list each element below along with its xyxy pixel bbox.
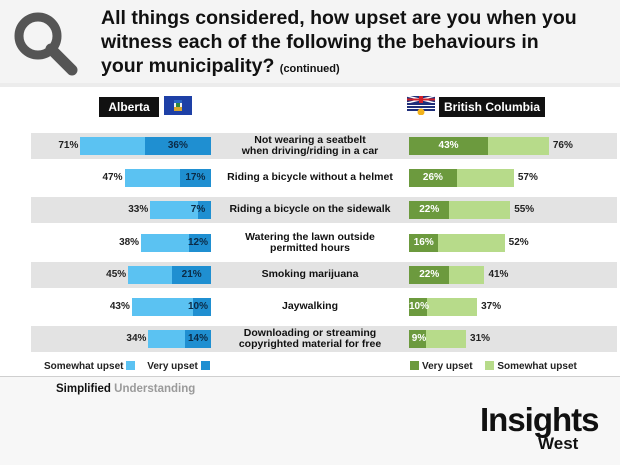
row-band	[31, 197, 617, 223]
title-continued: (continued)	[279, 63, 340, 75]
ab-very-bar	[185, 330, 211, 348]
ab-very-value: 21%	[181, 269, 202, 280]
row-label-line: Not wearing a seatbelt	[254, 134, 366, 146]
bc-very-bar	[409, 266, 450, 284]
legend-bc-somewhat-label: Somewhat upset	[497, 361, 577, 372]
title-line-3-text: your municipality?	[101, 55, 275, 77]
legend-ab-very-label: Very upset	[147, 361, 198, 372]
legend-bc-somewhat-swatch	[485, 361, 495, 370]
ab-total-value: 33%	[128, 204, 149, 215]
row-label-line: copyrighted material for free	[238, 338, 382, 350]
row-label-line: Downloading or streaming	[243, 327, 377, 339]
brand-main: Insights	[480, 401, 600, 438]
legend-bc-very-swatch	[410, 361, 419, 370]
row-label-line: Jaywalking	[281, 300, 339, 312]
ab-total-value: 34%	[126, 333, 147, 344]
ab-very-value: 17%	[185, 172, 206, 183]
bc-total-value: 31%	[470, 333, 491, 344]
tagline: Simplified Understanding	[56, 383, 195, 395]
bc-very-bar	[409, 234, 439, 252]
bc-very-bar	[409, 330, 426, 348]
row-label-line: permitted hours	[270, 242, 350, 254]
ab-total-value: 38%	[119, 237, 140, 248]
ab-somewhat-bar	[150, 201, 211, 219]
bc-very-value: 22%	[419, 204, 440, 215]
bc-very-value: 26%	[422, 172, 443, 183]
ab-total-value: 47%	[102, 172, 123, 183]
right-legend: Very upset Somewhat upset	[410, 361, 577, 373]
ab-total-value: 71%	[58, 140, 79, 151]
tagline-simplified: Simplified	[56, 383, 111, 395]
bc-very-bar	[409, 298, 428, 316]
bc-very-bar	[409, 137, 489, 155]
ab-very-bar	[198, 201, 211, 219]
row-label: Downloading or streaming copyrighted mate…	[220, 328, 400, 350]
bc-very-bar	[409, 201, 450, 219]
alberta-tag: Alberta	[99, 97, 159, 117]
title-line-1: All things considered, how upset are you…	[101, 7, 577, 29]
bc-total-value: 57%	[517, 172, 538, 183]
brand-sub: West	[538, 434, 579, 453]
footer-rule	[0, 376, 620, 377]
legend-ab-somewhat-swatch	[126, 361, 136, 370]
brand-logo: Insights West	[480, 401, 600, 460]
bc-total-value: 41%	[488, 269, 509, 280]
ab-very-bar	[179, 169, 211, 187]
row-band	[31, 326, 617, 352]
header: All things considered, how upset are you…	[0, 0, 620, 84]
row-label-line: Smoking marijuana	[261, 268, 359, 280]
row-label: Not wearing a seatbelt when driving/ridin…	[220, 135, 400, 157]
bc-very-bar	[409, 169, 457, 187]
bc-very-value: 16%	[413, 237, 434, 248]
bc-very-value: 22%	[419, 269, 440, 280]
ab-very-bar	[172, 266, 211, 284]
row-label-line: when driving/riding in a car	[241, 145, 379, 157]
row-label: Riding a bicycle without a helmet	[220, 172, 400, 183]
ab-total-value: 43%	[109, 301, 130, 312]
bc-very-value: 43%	[438, 140, 459, 151]
row-label: Riding a bicycle on the sidewalk	[220, 204, 400, 215]
ab-somewhat-bar	[131, 298, 211, 316]
ab-very-value: 10%	[187, 301, 208, 312]
row-label: Watering the lawn outside permitted hours	[220, 232, 400, 254]
row-label: Smoking marijuana	[220, 269, 400, 280]
bc-total-value: 76%	[552, 140, 573, 151]
page-title: All things considered, how upset are you…	[101, 6, 611, 81]
legend-bc-very-label: Very upset	[422, 361, 473, 372]
alberta-flag-icon	[164, 96, 192, 115]
row-label-line: Riding a bicycle on the sidewalk	[229, 203, 391, 215]
bc-very-value: 9%	[411, 333, 427, 344]
legend-ab-somewhat-label: Somewhat upset	[44, 361, 124, 372]
magnifier-icon	[14, 12, 78, 76]
row-label-line: Watering the lawn outside	[245, 231, 375, 243]
bc-very-value: 10%	[409, 301, 430, 312]
row-label: Jaywalking	[220, 301, 400, 312]
bc-total-value: 37%	[481, 301, 502, 312]
row-label-line: Riding a bicycle without a helmet	[227, 171, 393, 183]
title-line-2: witness each of the following the behavi…	[101, 31, 539, 53]
bc-flag-icon	[407, 96, 435, 115]
ab-very-value: 14%	[187, 333, 208, 344]
ab-total-value: 45%	[106, 269, 127, 280]
ab-very-value: 12%	[187, 237, 208, 248]
ab-very-value: 7%	[190, 204, 206, 215]
header-rule	[0, 83, 620, 87]
ab-very-value: 36%	[167, 140, 188, 151]
bc-tag: British Columbia	[439, 97, 545, 117]
ab-very-bar	[188, 234, 211, 252]
bc-total-value: 52%	[508, 237, 529, 248]
footer-shade	[0, 377, 620, 465]
ab-very-bar	[192, 298, 211, 316]
ab-very-bar	[144, 137, 211, 155]
bc-total-value: 55%	[514, 204, 535, 215]
tagline-understanding: Understanding	[114, 383, 196, 395]
left-legend: Somewhat upset Very upset	[44, 361, 213, 373]
legend-ab-very-swatch	[200, 361, 210, 370]
title-line-3: your municipality? (continued)	[101, 54, 611, 81]
